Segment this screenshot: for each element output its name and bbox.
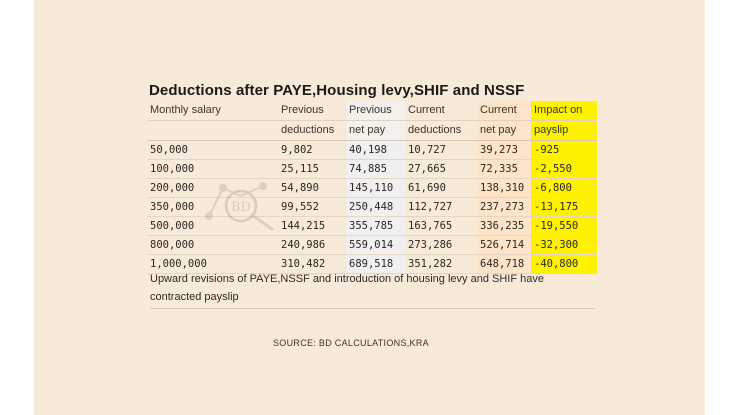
cell-impact-on-payslip: -13,175: [531, 197, 597, 217]
deductions-table: Monthly salary Previous Previous Current…: [147, 101, 597, 274]
cell-current-deductions: 10,727: [405, 140, 477, 160]
table-row: 1,000,000 310,482 689,518 351,282 648,71…: [147, 254, 597, 274]
header-current-net-pay-line1: Current: [477, 101, 531, 121]
cell-current-deductions: 112,727: [405, 197, 477, 217]
table-row: 50,000 9,802 40,198 10,727 39,273 -925: [147, 140, 597, 160]
cell-previous-deductions: 144,215: [278, 216, 346, 236]
cell-monthly-salary: 350,000: [147, 197, 278, 217]
cell-impact-on-payslip: -2,550: [531, 159, 597, 179]
header-previous-deductions-line1: Previous: [278, 101, 346, 121]
cell-previous-net-pay: 559,014: [345, 235, 405, 255]
cell-current-net-pay: 237,273: [477, 197, 531, 217]
table-title: Deductions after PAYE,Housing levy,SHIF …: [149, 82, 525, 99]
cell-previous-net-pay: 250,448: [345, 197, 405, 217]
header-monthly-salary: Monthly salary: [147, 101, 278, 121]
cell-impact-on-payslip: -925: [531, 140, 597, 160]
cell-impact-on-payslip: -19,550: [531, 216, 597, 236]
header-previous-deductions-line2: deductions: [278, 120, 346, 141]
cell-monthly-salary: 500,000: [147, 216, 278, 236]
header-row-1: Monthly salary Previous Previous Current…: [147, 101, 597, 121]
cell-impact-on-payslip: -40,800: [531, 254, 597, 274]
header-impact-on-payslip-line1: Impact on: [531, 101, 597, 121]
table-row: 200,000 54,890 145,110 61,690 138,310 -6…: [147, 178, 597, 198]
cell-previous-deductions: 54,890: [278, 178, 346, 198]
cell-current-net-pay: 648,718: [477, 254, 531, 274]
header-row-2: deductions net pay deductions net pay pa…: [147, 120, 597, 141]
table-row: 350,000 99,552 250,448 112,727 237,273 -…: [147, 197, 597, 217]
source-text: SOURCE: BD CALCULATIONS,KRA: [273, 338, 429, 348]
cell-current-net-pay: 526,714: [477, 235, 531, 255]
cell-previous-net-pay: 355,785: [345, 216, 405, 236]
header-current-deductions-line1: Current: [405, 101, 477, 121]
header-current-deductions-line2: deductions: [405, 120, 477, 141]
cell-monthly-salary: 1,000,000: [147, 254, 278, 274]
table-row: 100,000 25,115 74,885 27,665 72,335 -2,5…: [147, 159, 597, 179]
cell-previous-net-pay: 689,518: [345, 254, 405, 274]
cell-impact-on-payslip: -6,800: [531, 178, 597, 198]
cell-current-net-pay: 39,273: [477, 140, 531, 160]
cell-current-net-pay: 72,335: [477, 159, 531, 179]
cell-monthly-salary: 800,000: [147, 235, 278, 255]
cell-previous-net-pay: 74,885: [345, 159, 405, 179]
cell-current-deductions: 351,282: [405, 254, 477, 274]
cell-monthly-salary: 100,000: [147, 159, 278, 179]
table-row: 800,000 240,986 559,014 273,286 526,714 …: [147, 235, 597, 255]
cell-previous-deductions: 25,115: [278, 159, 346, 179]
cell-current-deductions: 163,765: [405, 216, 477, 236]
cell-current-deductions: 27,665: [405, 159, 477, 179]
cell-current-deductions: 61,690: [405, 178, 477, 198]
deductions-table-container: Monthly salary Previous Previous Current…: [147, 101, 597, 274]
bd-watermark-logo: BD: [205, 182, 274, 232]
cell-current-deductions: 273,286: [405, 235, 477, 255]
footnote-text: Upward revisions of PAYE,NSSF and introd…: [150, 270, 595, 309]
header-current-net-pay-line2: net pay: [477, 120, 531, 141]
cell-previous-deductions: 240,986: [278, 235, 346, 255]
cell-previous-deductions: 310,482: [278, 254, 346, 274]
cell-monthly-salary: 200,000: [147, 178, 278, 198]
cell-previous-deductions: 99,552: [278, 197, 346, 217]
cell-previous-net-pay: 145,110: [345, 178, 405, 198]
watermark-text: BD: [231, 200, 251, 215]
cell-impact-on-payslip: -32,300: [531, 235, 597, 255]
table-row: 500,000 144,215 355,785 163,765 336,235 …: [147, 216, 597, 236]
header-previous-net-pay-line1: Previous: [345, 101, 405, 121]
cell-current-net-pay: 138,310: [477, 178, 531, 198]
header-previous-net-pay-line2: net pay: [345, 120, 405, 141]
cell-previous-net-pay: 40,198: [345, 140, 405, 160]
cell-previous-deductions: 9,802: [278, 140, 346, 160]
cell-current-net-pay: 336,235: [477, 216, 531, 236]
header-monthly-salary-line2: [147, 120, 278, 141]
cell-monthly-salary: 50,000: [147, 140, 278, 160]
header-impact-on-payslip-line2: payslip: [531, 120, 597, 141]
